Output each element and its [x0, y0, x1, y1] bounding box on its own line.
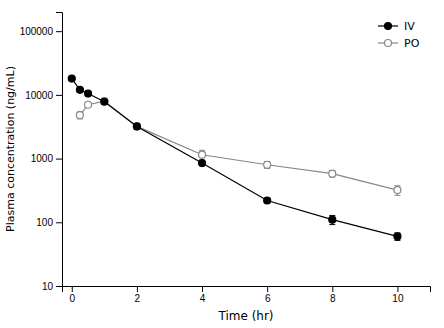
- legend-label: PO: [404, 37, 420, 50]
- point: [133, 123, 140, 130]
- legend-swatch-marker: [385, 40, 392, 47]
- axis-line: [56, 13, 63, 287]
- point: [76, 86, 83, 93]
- tick-label: 100: [36, 217, 53, 228]
- tick-mark: [56, 95, 62, 96]
- tick: 10000: [25, 90, 62, 101]
- chart: 0 2 4 6 8 10 10 100 1000 10000 100000 Time (hr) Plas…: [0, 0, 444, 328]
- tick-mark: [137, 286, 138, 292]
- tick: 4: [200, 286, 206, 304]
- tick: 10: [42, 281, 62, 292]
- error-bar: [394, 186, 400, 196]
- legend: IV PO: [378, 20, 420, 50]
- error-bar: [199, 150, 205, 160]
- tick-label: 2: [135, 293, 141, 304]
- point: [133, 123, 140, 130]
- tick-label: 1000: [31, 153, 54, 164]
- tick: 10: [392, 286, 404, 304]
- point: [394, 187, 401, 194]
- tick: 0: [69, 286, 75, 304]
- tick: 100: [36, 217, 62, 228]
- tick-mark: [56, 159, 62, 160]
- tick-mark: [397, 286, 398, 292]
- y-axis-title: Plasma concentration (ng/mL): [4, 66, 17, 232]
- point: [101, 98, 108, 105]
- tick: 100000: [20, 26, 62, 37]
- error-bar: [394, 233, 400, 240]
- point: [85, 90, 92, 97]
- tick-label: 100000: [20, 26, 54, 37]
- axis-line: [63, 287, 431, 293]
- tick-label: 10: [42, 281, 54, 292]
- legend-item: IV: [378, 20, 415, 33]
- tick-mark: [56, 31, 62, 32]
- tick-label: 4: [200, 293, 206, 304]
- line: [72, 79, 398, 237]
- tick-label: 10: [392, 293, 404, 304]
- tick: 8: [330, 286, 336, 304]
- error-bar: [329, 215, 335, 224]
- tick-mark: [72, 286, 73, 292]
- point: [329, 170, 336, 177]
- point: [264, 197, 271, 204]
- tick-label: 10000: [25, 90, 53, 101]
- tick-mark: [267, 286, 268, 292]
- point: [199, 160, 206, 167]
- y-axis: 10 100 1000 10000 100000: [20, 13, 63, 292]
- tick-label: 6: [265, 293, 271, 304]
- tick-mark: [332, 286, 333, 292]
- tick-label: 8: [330, 293, 336, 304]
- tick-mark: [56, 222, 62, 223]
- series: [68, 75, 401, 240]
- legend-item: PO: [378, 37, 420, 50]
- series: [76, 98, 401, 196]
- line: [80, 101, 398, 190]
- error-bar: [264, 162, 270, 169]
- legend-swatch-marker: [385, 23, 392, 30]
- error-bar: [77, 112, 83, 119]
- tick: 6: [265, 286, 271, 304]
- point: [101, 98, 108, 105]
- chart-container: 0 2 4 6 8 10 10 100 1000 10000 100000 Time (hr) Plas…: [0, 0, 444, 328]
- point: [329, 216, 336, 223]
- plot-area: 0 2 4 6 8 10 10 100 1000 10000 100000 Time (hr) Plas…: [4, 13, 431, 324]
- point: [76, 112, 83, 119]
- tick-mark: [56, 286, 62, 287]
- x-axis: 0 2 4 6 8 10: [63, 286, 431, 304]
- point: [394, 233, 401, 240]
- point: [85, 101, 92, 108]
- legend-label: IV: [404, 20, 415, 33]
- tick-label: 0: [69, 293, 75, 304]
- point: [264, 161, 271, 168]
- marks: [68, 75, 401, 240]
- tick: 2: [135, 286, 141, 304]
- tick: 1000: [31, 153, 62, 164]
- point: [199, 151, 206, 158]
- tick-mark: [202, 286, 203, 292]
- error-bar: [329, 171, 335, 178]
- x-axis-title: Time (hr): [217, 309, 273, 323]
- point: [68, 75, 75, 82]
